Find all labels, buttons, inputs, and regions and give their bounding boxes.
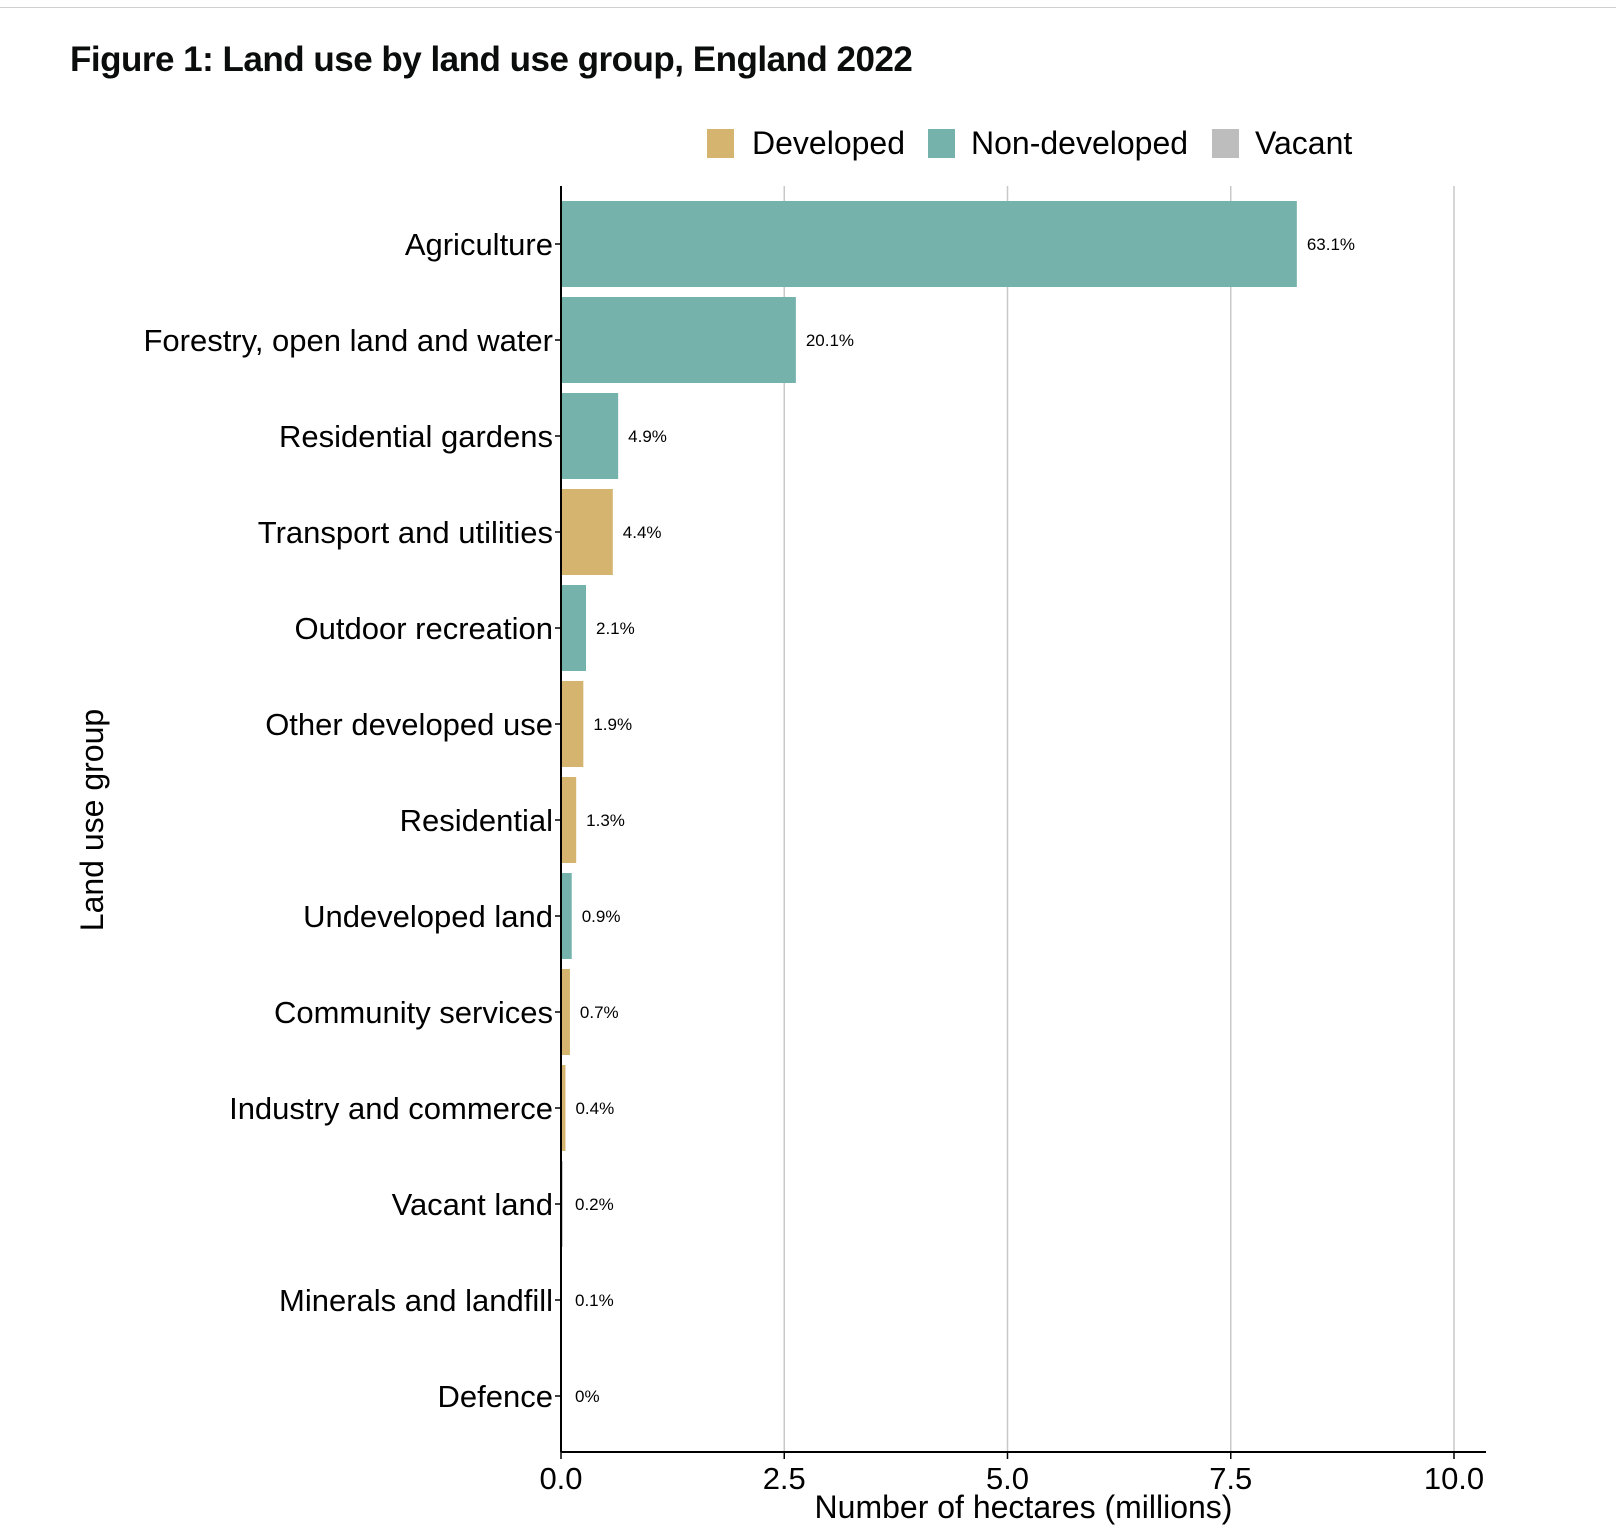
top-rule — [0, 7, 1616, 8]
category-label: Residential gardens — [279, 419, 553, 454]
bar — [561, 1065, 566, 1151]
legend-label: Vacant — [1255, 125, 1352, 161]
y-axis-title: Land use group — [74, 709, 110, 931]
bar — [561, 393, 619, 479]
legend-swatch — [707, 129, 734, 158]
value-label: 4.4% — [623, 523, 662, 542]
category-label: Undeveloped land — [303, 899, 553, 934]
value-label: 1.3% — [586, 811, 625, 830]
bar — [561, 969, 570, 1055]
category-label: Residential — [400, 803, 553, 838]
value-label: 0.1% — [575, 1291, 614, 1310]
x-tick-label: 0.0 — [539, 1461, 582, 1496]
value-label: 0.2% — [575, 1195, 614, 1214]
bar — [561, 297, 796, 383]
legend-swatch — [928, 129, 955, 158]
bar — [561, 585, 587, 671]
category-label: Forestry, open land and water — [143, 323, 553, 358]
category-label: Industry and commerce — [229, 1091, 553, 1126]
x-tick-label: 10.0 — [1424, 1461, 1484, 1496]
value-label: 4.9% — [628, 427, 667, 446]
value-label: 0.7% — [580, 1003, 619, 1022]
x-tick-label: 2.5 — [763, 1461, 806, 1496]
gridlines — [783, 186, 1455, 1452]
bar — [561, 873, 572, 959]
bar — [561, 777, 577, 863]
x-tick-label: 5.0 — [986, 1461, 1029, 1496]
value-label: 2.1% — [596, 619, 635, 638]
category-label: Community services — [274, 995, 553, 1030]
value-label: 0.9% — [582, 907, 621, 926]
bar — [561, 489, 613, 575]
category-label: Agriculture — [405, 227, 553, 262]
legend-label: Developed — [752, 125, 905, 161]
category-label: Transport and utilities — [258, 515, 553, 550]
category-label: Minerals and landfill — [279, 1283, 553, 1318]
value-label: 1.9% — [593, 715, 632, 734]
axes: Agriculture Forestry, open land and water… — [74, 186, 1486, 1525]
x-tick-label: 7.5 — [1209, 1461, 1252, 1496]
legend-swatch — [1212, 129, 1239, 158]
category-label: Outdoor recreation — [295, 611, 553, 646]
bar — [561, 681, 584, 767]
x-axis-title: Number of hectares (millions) — [815, 1489, 1233, 1525]
value-label: 20.1% — [806, 331, 854, 350]
category-label: Defence — [438, 1379, 553, 1414]
bar — [561, 201, 1297, 287]
category-label: Other developed use — [265, 707, 553, 742]
value-label: 0% — [575, 1387, 600, 1406]
value-label: 0.4% — [575, 1099, 614, 1118]
figure-title: Figure 1: Land use by land use group, En… — [70, 40, 913, 79]
legend-label: Non-developed — [971, 125, 1188, 161]
category-label: Vacant land — [392, 1187, 553, 1222]
bars: 63.1% 20.1% 4.9% 4.4% 2.1% 1.9% 1.3% 0.9% 0.7% 0.… — [561, 201, 1355, 1406]
legend: Developed Non-developed Vacant — [707, 125, 1352, 161]
value-label: 63.1% — [1307, 235, 1355, 254]
